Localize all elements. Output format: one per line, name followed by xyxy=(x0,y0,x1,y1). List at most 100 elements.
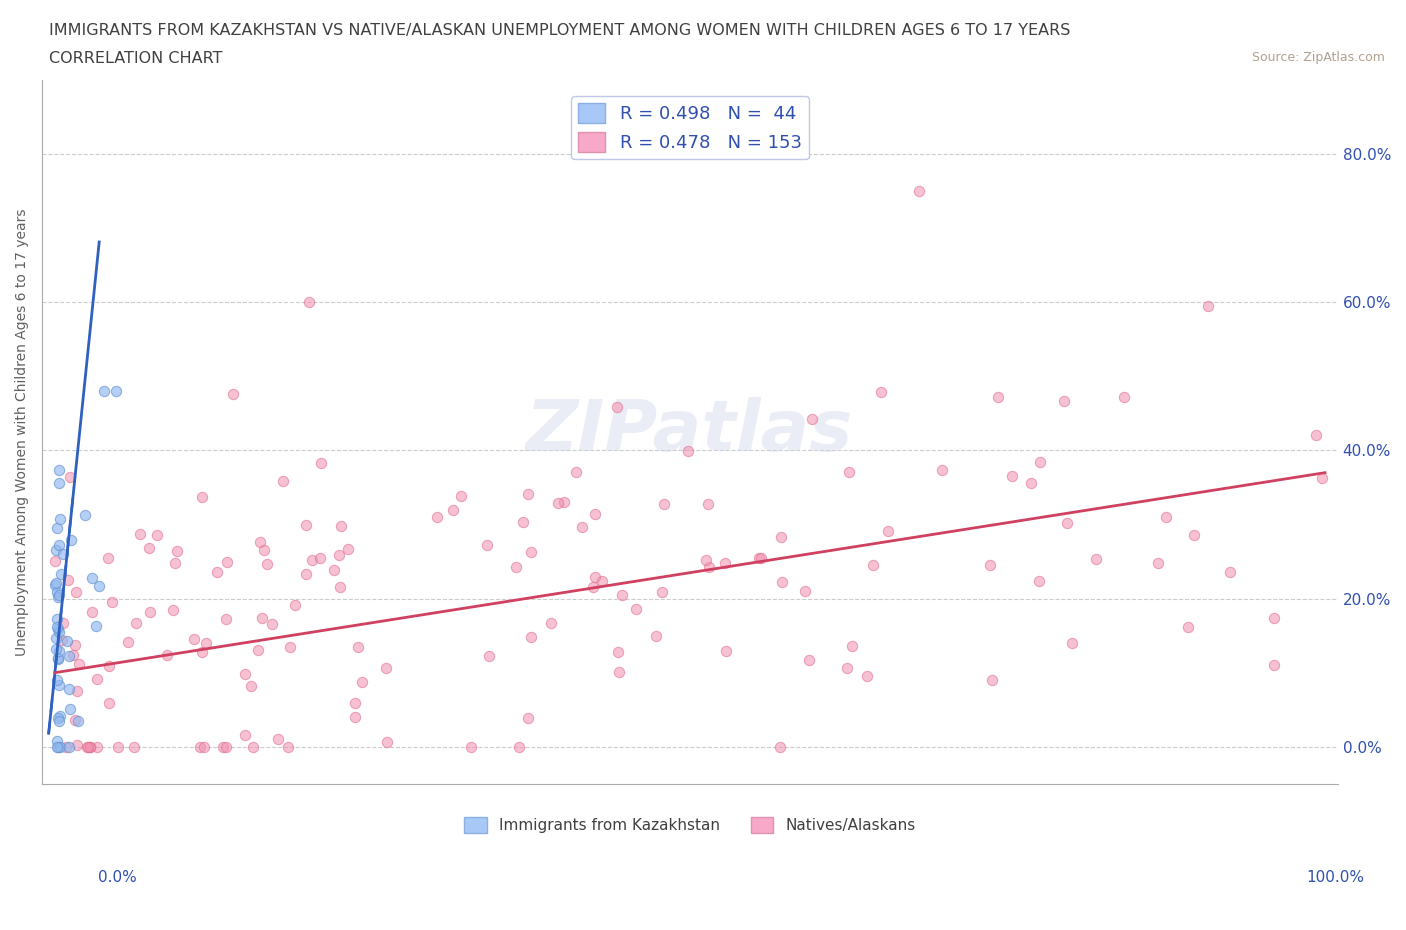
Point xyxy=(48,678,70,693)
Point xyxy=(45,619,67,634)
Point xyxy=(862,557,884,572)
Point xyxy=(450,489,472,504)
Point xyxy=(697,497,720,512)
Point xyxy=(66,684,89,698)
Point xyxy=(183,632,205,647)
Point xyxy=(44,578,66,592)
Point xyxy=(610,588,633,603)
Point xyxy=(48,625,70,640)
Point xyxy=(607,645,630,660)
Point xyxy=(46,739,69,754)
Point xyxy=(374,660,396,675)
Point xyxy=(519,545,541,560)
Point xyxy=(426,510,449,525)
Point xyxy=(441,502,464,517)
Point xyxy=(1112,389,1135,404)
Point xyxy=(323,563,346,578)
Point xyxy=(117,634,139,649)
Point xyxy=(516,487,538,502)
Point xyxy=(1056,516,1078,531)
Point xyxy=(1219,565,1241,579)
Point xyxy=(66,738,89,753)
Point xyxy=(46,585,69,600)
Point xyxy=(215,739,238,754)
Point xyxy=(571,520,593,535)
Point xyxy=(82,571,104,586)
Point xyxy=(63,713,86,728)
Point xyxy=(1177,620,1199,635)
Point xyxy=(146,527,169,542)
Point xyxy=(58,701,80,716)
Point xyxy=(801,412,824,427)
Point xyxy=(284,598,307,613)
Point xyxy=(65,584,87,599)
Point xyxy=(987,390,1010,405)
Text: 100.0%: 100.0% xyxy=(1306,870,1364,884)
Legend: Immigrants from Kazakhstan, Natives/Alaskans: Immigrants from Kazakhstan, Natives/Alas… xyxy=(458,811,922,840)
Point xyxy=(460,739,482,754)
Point xyxy=(838,465,860,480)
Point xyxy=(48,644,70,658)
Point xyxy=(540,616,562,631)
Point xyxy=(46,650,69,665)
Point xyxy=(697,559,720,574)
Point xyxy=(1310,471,1333,485)
Point xyxy=(48,587,70,602)
Point xyxy=(86,739,108,754)
Point xyxy=(56,572,79,587)
Point xyxy=(44,553,66,568)
Point xyxy=(477,538,499,552)
Point xyxy=(242,739,264,754)
Point xyxy=(56,633,79,648)
Point xyxy=(48,713,70,728)
Point xyxy=(194,635,217,650)
Point xyxy=(46,673,69,688)
Point xyxy=(309,551,332,565)
Point xyxy=(564,464,586,479)
Point xyxy=(79,739,101,754)
Point xyxy=(582,579,605,594)
Point xyxy=(273,473,295,488)
Point xyxy=(77,739,100,754)
Point xyxy=(329,579,352,594)
Point xyxy=(644,629,666,644)
Point xyxy=(294,518,316,533)
Point xyxy=(1028,573,1050,588)
Point xyxy=(48,512,70,526)
Point xyxy=(678,444,700,458)
Point xyxy=(46,734,69,749)
Point xyxy=(553,495,575,510)
Point xyxy=(267,732,290,747)
Point xyxy=(46,621,69,636)
Point xyxy=(749,551,772,565)
Point xyxy=(695,552,717,567)
Point xyxy=(512,515,534,530)
Point xyxy=(256,556,278,571)
Point xyxy=(298,295,321,310)
Point xyxy=(80,604,103,619)
Point xyxy=(97,696,120,711)
Point xyxy=(101,595,124,610)
Point xyxy=(799,653,821,668)
Point xyxy=(262,617,284,631)
Point xyxy=(278,640,301,655)
Point xyxy=(79,739,101,754)
Point xyxy=(67,713,90,728)
Point xyxy=(246,643,269,658)
Point xyxy=(105,384,128,399)
Point xyxy=(107,739,129,754)
Point xyxy=(516,711,538,725)
Point xyxy=(344,696,367,711)
Point xyxy=(294,566,316,581)
Point xyxy=(191,645,214,660)
Point xyxy=(46,590,69,604)
Point xyxy=(233,667,256,682)
Point xyxy=(52,547,75,562)
Point xyxy=(51,632,73,647)
Point xyxy=(583,506,606,521)
Point xyxy=(46,520,69,535)
Text: Source: ZipAtlas.com: Source: ZipAtlas.com xyxy=(1251,51,1385,64)
Point xyxy=(1029,455,1052,470)
Point xyxy=(748,551,770,565)
Point xyxy=(1154,510,1177,525)
